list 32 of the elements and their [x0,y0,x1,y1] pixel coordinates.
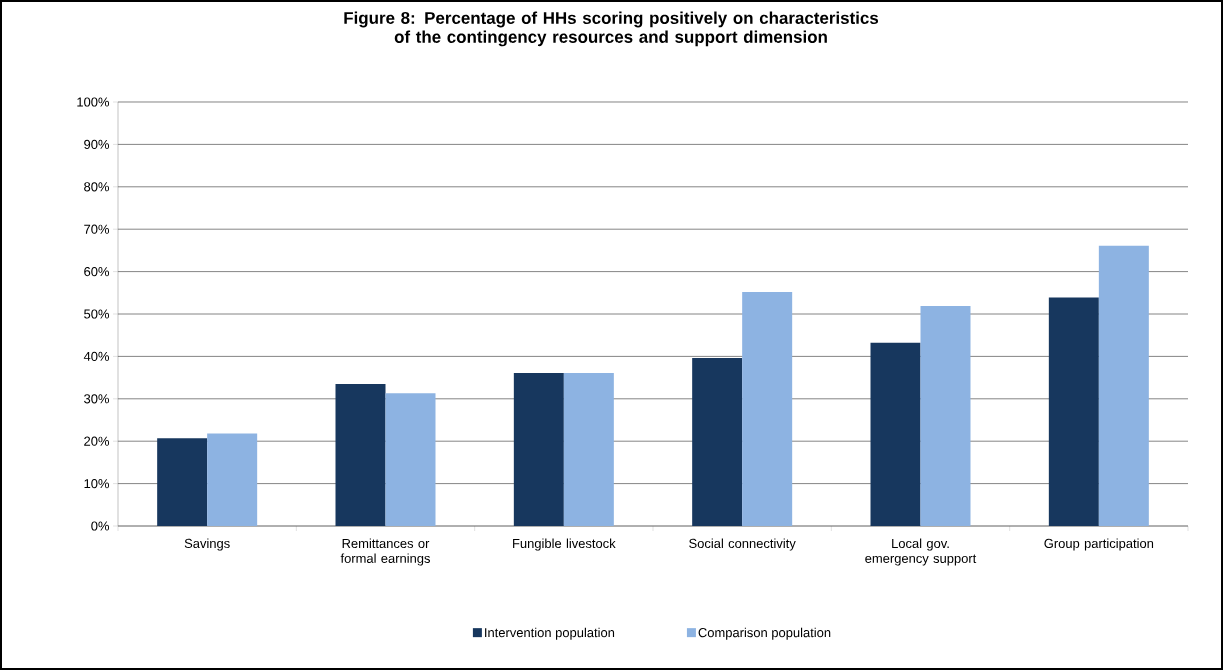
y-tick-label: 80% [84,182,110,192]
x-tick-label: Savings [184,538,230,551]
bar [513,372,564,526]
y-tick-label: 0% [91,521,110,531]
legend-label: Comparison population [698,627,831,640]
bar [1098,245,1149,526]
bar [692,358,743,526]
chart-title: Figure 8: Percentage of HHs scoring positively on characteristics of the contingency resources and support dimension [344,11,879,47]
bar [207,433,258,526]
x-tick-label: Local gov. emergency support [865,538,977,566]
y-tick-label: 70% [84,224,110,234]
y-tick-label: 60% [84,267,110,277]
y-tick-label: 40% [83,351,110,361]
bar [563,372,614,526]
x-tick-label: Social connectivity [689,538,796,551]
bar [335,383,386,526]
legend-label: Intervention population [485,627,615,640]
y-tick-label: 30% [84,394,110,404]
bar [870,342,921,526]
bar [385,393,436,526]
bar [157,438,208,526]
bar [1048,297,1099,526]
y-tick-label: 10% [84,479,110,489]
y-tick-label: 100% [77,97,110,107]
y-tick-label: 20% [84,436,110,446]
y-tick-label: 50% [84,309,110,319]
x-tick-label: Group participation [1044,538,1154,551]
x-tick-label: Fungible livestock [513,538,616,551]
x-tick-label: Remittances or formal earnings [340,538,431,566]
bar [920,305,971,526]
bar [742,291,793,526]
y-tick-label: 90% [84,139,110,149]
